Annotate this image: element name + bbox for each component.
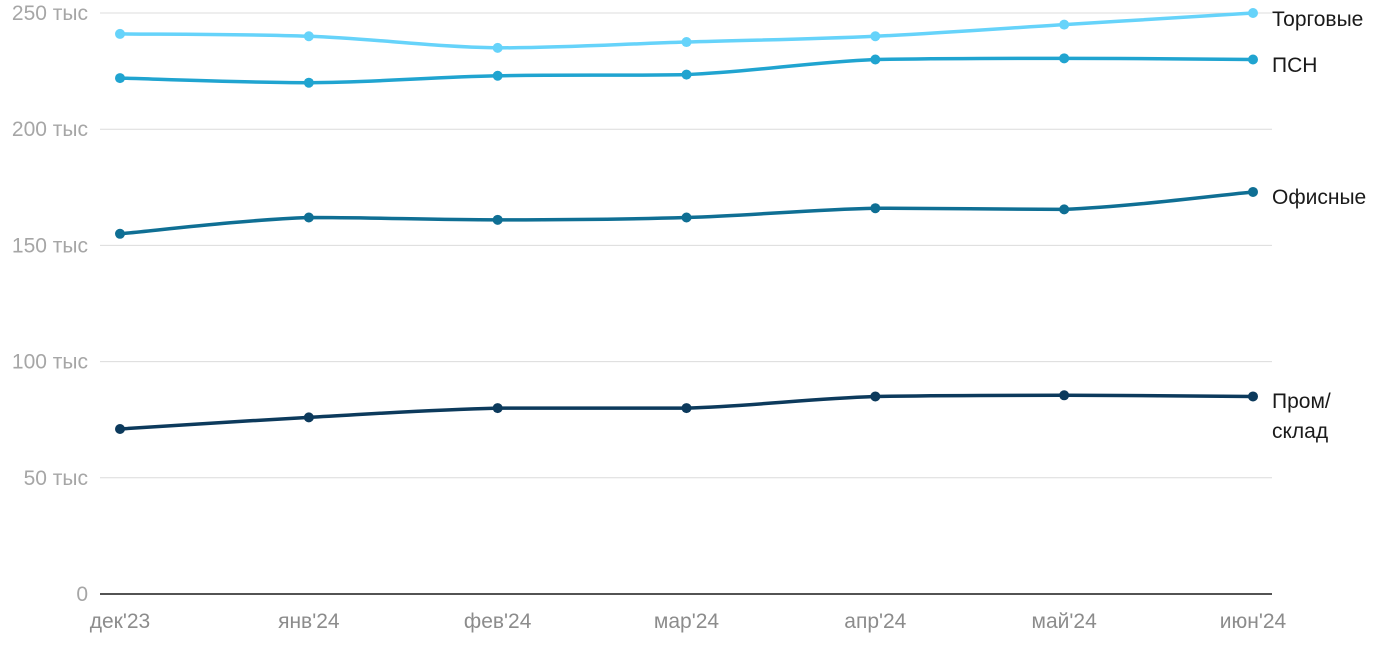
- x-tick-label: дек'23: [90, 610, 151, 633]
- data-point: [681, 37, 692, 48]
- data-point: [303, 31, 314, 42]
- x-tick-label: апр'24: [844, 610, 906, 633]
- y-axis-ticks: 0 50 тыс 100 тыс 150 тыс 200 тыс 250 тыс: [12, 2, 88, 606]
- y-tick-label: 200 тыс: [12, 118, 88, 141]
- data-point: [870, 31, 881, 42]
- x-tick-label: май'24: [1032, 610, 1098, 633]
- series-labels: Торговые ПСН Офисные Пром/склад: [1272, 8, 1366, 443]
- data-point: [303, 212, 314, 223]
- x-tick-label: фев'24: [464, 610, 532, 633]
- data-point: [492, 403, 503, 414]
- series-label: Торговые: [1272, 8, 1363, 31]
- series-label: Офисные: [1272, 186, 1366, 209]
- data-point: [303, 412, 314, 423]
- data-point: [1248, 54, 1258, 65]
- y-tick-label: 0: [76, 583, 88, 606]
- y-tick-label: 50 тыс: [24, 467, 88, 490]
- data-point: [1059, 53, 1070, 64]
- data-point: [492, 70, 503, 81]
- data-point: [870, 54, 881, 65]
- data-point: [492, 42, 503, 53]
- data-point: [1248, 8, 1258, 18]
- data-point: [492, 214, 503, 225]
- data-point: [115, 228, 125, 239]
- gridlines: [100, 12, 1272, 479]
- series-label: Пром/: [1272, 390, 1331, 413]
- data-point: [870, 391, 881, 402]
- data-point: [1248, 391, 1258, 402]
- series-label: ПСН: [1272, 54, 1317, 77]
- y-tick-label: 100 тыс: [12, 351, 88, 374]
- x-tick-label: июн'24: [1220, 610, 1287, 633]
- x-tick-label: мар'24: [654, 610, 719, 633]
- data-point: [303, 77, 314, 88]
- y-tick-label: 150 тыс: [12, 234, 88, 257]
- series-label: склад: [1272, 420, 1328, 443]
- data-point: [681, 212, 692, 223]
- data-point: [115, 73, 125, 84]
- data-point: [1059, 19, 1070, 30]
- data-point: [1059, 204, 1070, 215]
- data-point: [681, 403, 692, 414]
- data-point: [870, 203, 881, 214]
- data-point: [681, 69, 692, 80]
- data-point: [115, 423, 125, 434]
- series-lines: [115, 8, 1258, 434]
- data-point: [1248, 186, 1258, 197]
- data-point: [115, 28, 125, 39]
- data-point: [1059, 390, 1070, 401]
- x-tick-label: янв'24: [278, 610, 340, 633]
- y-tick-label: 250 тыс: [12, 2, 88, 25]
- x-axis-ticks: дек'23 янв'24 фев'24 мар'24 апр'24 май'24 июн'…: [90, 610, 1287, 633]
